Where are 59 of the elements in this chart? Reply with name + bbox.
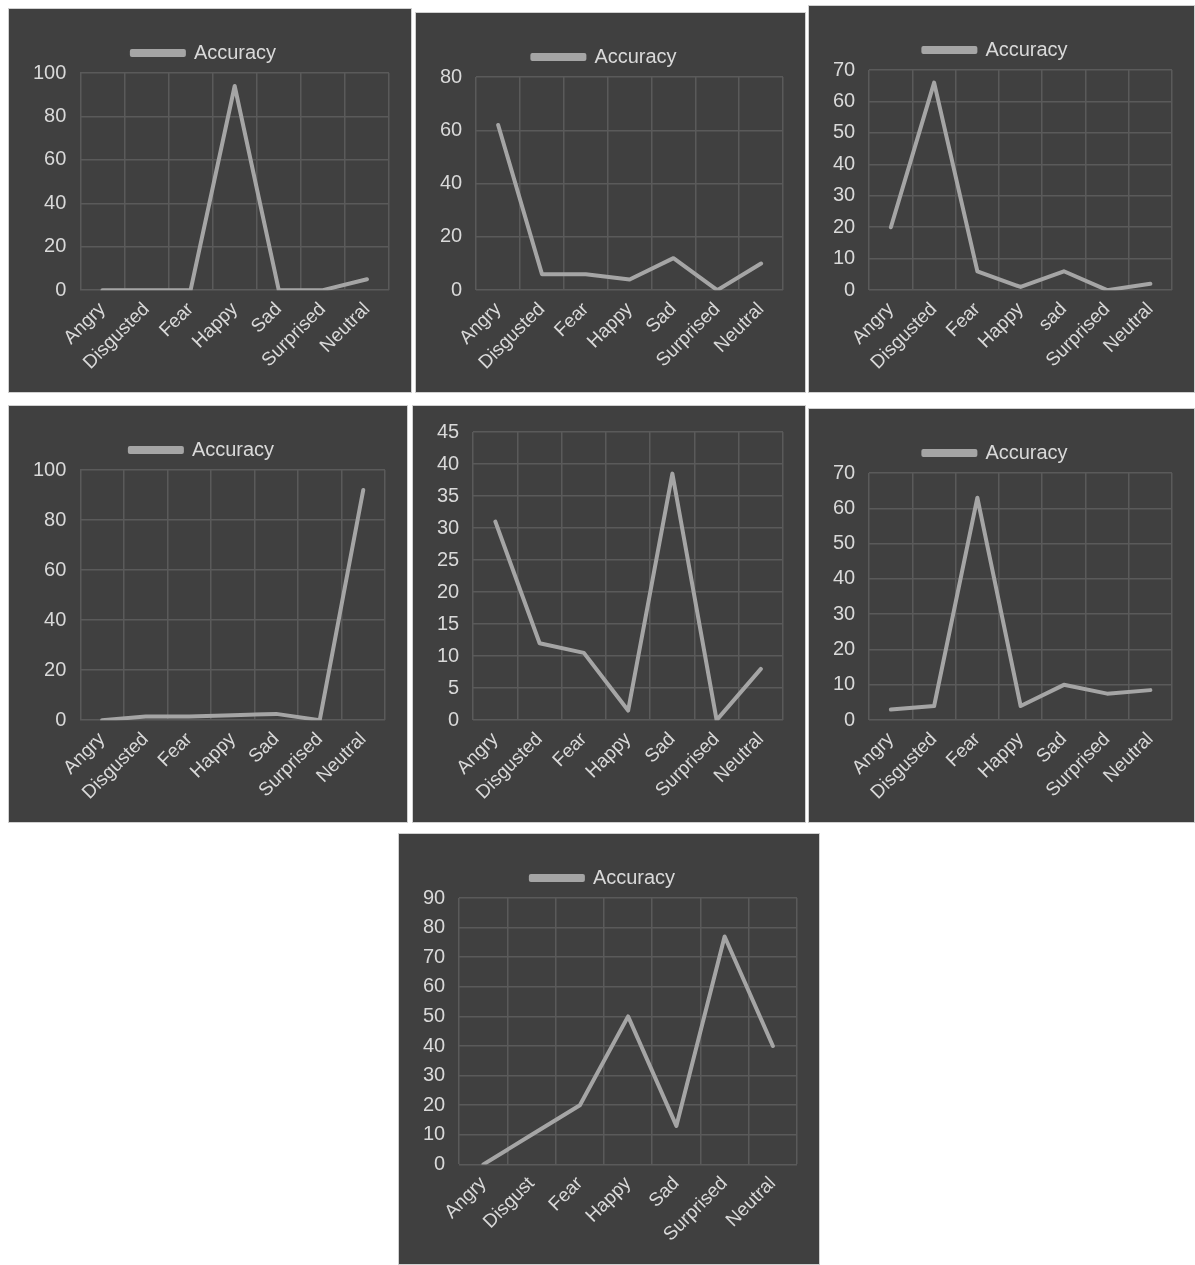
y-tick-label: 10 — [423, 1122, 446, 1145]
y-tick-label: 45 — [437, 419, 460, 442]
y-tick-label: 40 — [423, 1033, 446, 1056]
y-tick-label: 10 — [833, 246, 856, 269]
y-tick-label: 60 — [833, 495, 856, 518]
y-tick-label: 0 — [844, 277, 856, 300]
y-tick-label: 20 — [833, 214, 856, 237]
y-tick-label: 100 — [32, 457, 67, 480]
y-tick-label: 0 — [434, 1151, 446, 1174]
y-tick-label: 0 — [55, 707, 67, 730]
y-tick-label: 20 — [440, 224, 463, 247]
y-tick-label: 100 — [32, 60, 67, 83]
y-tick-label: 20 — [44, 234, 67, 257]
y-tick-label: 35 — [437, 483, 460, 506]
y-tick-label: 40 — [437, 451, 460, 474]
y-tick-label: 0 — [448, 707, 460, 730]
y-tick-label: 20 — [423, 1092, 446, 1115]
legend-label: Accuracy — [592, 865, 676, 888]
legend-label: Accuracy — [594, 44, 677, 67]
y-tick-label: 80 — [423, 915, 446, 938]
y-tick-label: 80 — [44, 103, 67, 126]
y-tick-label: 30 — [423, 1063, 446, 1086]
y-tick-label: 40 — [833, 566, 856, 589]
y-tick-label: 10 — [437, 643, 460, 666]
y-tick-label: 15 — [437, 611, 460, 634]
legend-label: Accuracy — [191, 437, 275, 460]
y-tick-label: 40 — [44, 190, 67, 213]
y-tick-label: 50 — [423, 1003, 446, 1026]
legend-label: Accuracy — [985, 37, 1068, 60]
y-tick-label: 40 — [44, 607, 67, 630]
y-tick-label: 80 — [44, 507, 67, 530]
y-tick-label: 60 — [423, 974, 446, 997]
y-tick-label: 20 — [833, 637, 856, 660]
y-tick-label: 80 — [440, 64, 463, 87]
y-tick-label: 25 — [437, 547, 460, 570]
y-tick-label: 30 — [437, 515, 460, 538]
y-tick-label: 40 — [440, 171, 463, 194]
y-tick-label: 70 — [423, 944, 446, 967]
legend-label: Accuracy — [985, 440, 1068, 463]
y-tick-label: 60 — [44, 557, 67, 580]
y-tick-label: 30 — [833, 601, 856, 624]
y-tick-label: 60 — [833, 88, 856, 111]
y-tick-label: 50 — [833, 531, 856, 554]
y-tick-label: 70 — [833, 460, 856, 483]
y-tick-label: 30 — [833, 183, 856, 206]
y-tick-label: 40 — [833, 151, 856, 174]
y-tick-label: 0 — [55, 277, 67, 300]
y-tick-label: 0 — [451, 277, 463, 300]
y-tick-label: 20 — [44, 657, 67, 680]
y-tick-label: 10 — [833, 672, 856, 695]
y-tick-label: 0 — [844, 707, 856, 730]
y-tick-label: 70 — [833, 57, 856, 80]
y-tick-label: 50 — [833, 120, 856, 143]
y-tick-label: 60 — [440, 117, 463, 140]
y-tick-label: 20 — [437, 579, 460, 602]
y-tick-label: 5 — [448, 675, 460, 698]
y-tick-label: 60 — [44, 147, 67, 170]
legend-label: Accuracy — [193, 40, 277, 63]
y-tick-label: 90 — [423, 885, 446, 908]
